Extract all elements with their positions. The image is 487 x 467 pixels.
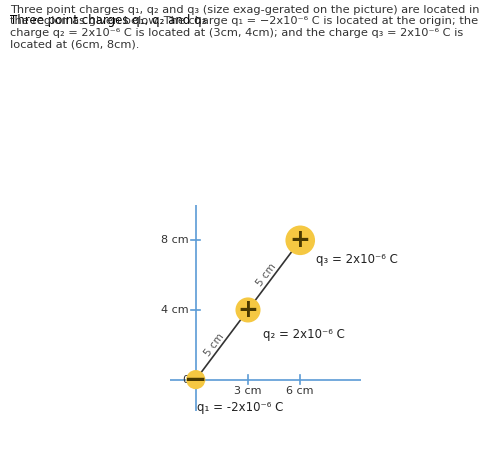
Text: 4 cm: 4 cm [161,305,189,315]
Text: Three point charges q₁, q₂ and q₃: Three point charges q₁, q₂ and q₃ [10,14,210,27]
Text: +: + [238,298,259,322]
Circle shape [285,226,315,255]
Text: 5 cm: 5 cm [202,332,226,358]
Text: 0: 0 [182,375,189,385]
Text: 6 cm: 6 cm [286,386,314,396]
Text: 5 cm: 5 cm [255,262,278,289]
Text: −: − [184,366,207,394]
Text: q₁ = -2x10⁻⁶ C: q₁ = -2x10⁻⁶ C [197,401,283,414]
Text: 3 cm: 3 cm [234,386,262,396]
Text: +: + [290,228,311,252]
Text: q₃ = 2x10⁻⁶ C: q₃ = 2x10⁻⁶ C [316,254,398,266]
Text: q₂ = 2x10⁻⁶ C: q₂ = 2x10⁻⁶ C [263,328,345,341]
Text: 8 cm: 8 cm [161,235,189,245]
Circle shape [186,370,206,389]
Text: Three point charges q₁, q₂ and q₃ (size exag­gerated on the picture) are located: Three point charges q₁, q₂ and q₃ (size … [10,5,479,50]
Circle shape [235,297,261,323]
